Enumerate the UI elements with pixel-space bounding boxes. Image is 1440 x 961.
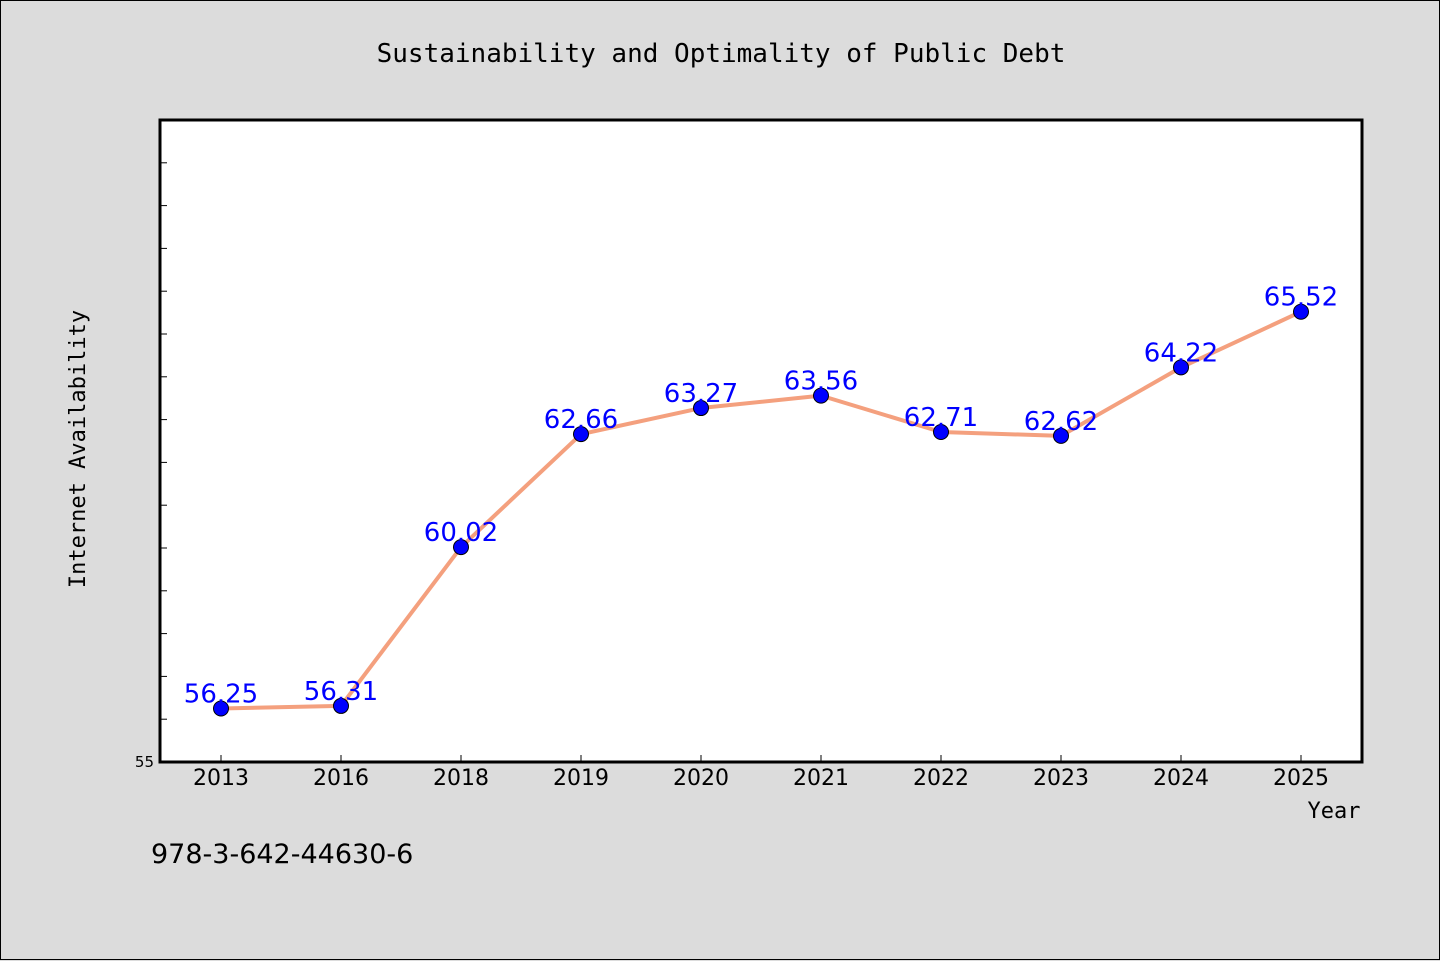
data-label: 62.71 (904, 403, 978, 433)
x-tick-label: 2020 (673, 766, 729, 791)
data-point (813, 387, 829, 404)
data-label: 62.62 (1024, 407, 1098, 437)
caption-text: 978-3-642-44630-6 (151, 839, 413, 870)
x-axis-label: Year (1308, 799, 1361, 824)
x-tick-label: 2016 (313, 766, 369, 791)
data-point (693, 400, 709, 417)
x-tick-label: 2021 (793, 766, 849, 791)
y-tick-label: 55 (135, 753, 154, 771)
data-label: 65.52 (1264, 283, 1338, 313)
data-point (453, 539, 469, 556)
x-tick-label: 2025 (1273, 766, 1329, 791)
x-axis-ticks: 2013 2016 2018 2019 2020 2021 2022 2023 2024 2025 (193, 755, 1329, 791)
y-axis-label: Internet Availability (66, 310, 91, 588)
data-label: 60.02 (424, 518, 498, 548)
x-tick-label: 2022 (913, 766, 969, 791)
series-line (220, 309, 1302, 711)
data-label: 63.56 (784, 367, 858, 397)
plot-area (158, 118, 1364, 764)
data-point (933, 424, 949, 441)
y-axis-ticks: 55 (135, 162, 167, 771)
data-point (573, 426, 589, 443)
x-tick-label: 2019 (553, 766, 609, 791)
chart-title: Sustainability and Optimality of Public … (377, 39, 1066, 69)
series-group: 56.25 56.31 60.02 62.66 63.27 63.56 62.71 62.62… (184, 283, 1338, 717)
data-label: 62.66 (544, 405, 618, 435)
x-tick-label: 2023 (1033, 766, 1089, 791)
data-point (213, 700, 229, 717)
data-label: 56.31 (304, 677, 378, 707)
data-point (1293, 303, 1309, 320)
data-point (1053, 427, 1069, 444)
data-label: 56.25 (184, 680, 258, 710)
data-label: 63.27 (664, 379, 738, 409)
data-point (1173, 359, 1189, 376)
data-label: 64.22 (1144, 338, 1218, 368)
data-point (333, 697, 349, 714)
x-tick-label: 2024 (1153, 766, 1209, 791)
x-tick-label: 2013 (193, 766, 249, 791)
x-tick-label: 2018 (433, 766, 489, 791)
